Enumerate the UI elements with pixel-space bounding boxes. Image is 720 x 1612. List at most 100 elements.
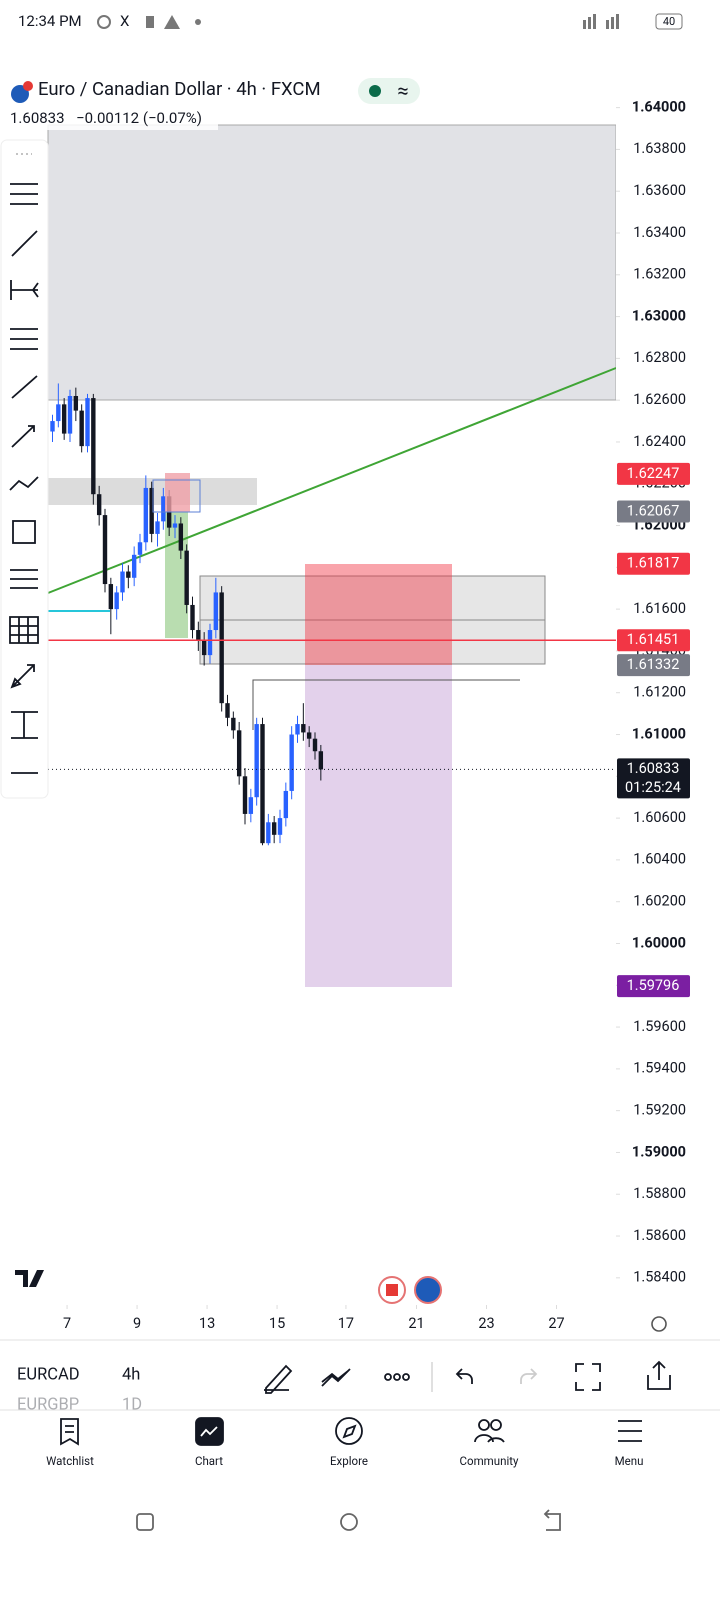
- last-price: 1.60833: [10, 109, 65, 127]
- candle-body: [73, 395, 79, 411]
- y-tick-label: 1.62600: [633, 391, 686, 408]
- candle-body: [312, 738, 318, 752]
- price-label-text: 1.60833: [627, 760, 680, 777]
- candle-body: [85, 398, 90, 447]
- price-label: [617, 500, 690, 523]
- candle-body: [61, 404, 67, 434]
- flag-ca: [386, 1284, 398, 1296]
- candle-body: [161, 496, 166, 522]
- candle-body: [301, 724, 306, 733]
- price-label-text: 1.62247: [627, 465, 680, 482]
- zone: [152, 479, 201, 513]
- y-tick-label: 1.58400: [633, 1269, 686, 1286]
- interval[interactable]: 4h: [122, 1365, 140, 1384]
- nav-label[interactable]: Explore: [330, 1454, 368, 1468]
- candle-body: [201, 640, 207, 656]
- price-label: [617, 975, 690, 998]
- y-tick-label: 1.60400: [633, 851, 686, 868]
- y-tick-label: 1.59600: [633, 1018, 686, 1035]
- y-tick-label: 1.61000: [632, 725, 686, 742]
- x-tick-label: 21: [408, 1315, 424, 1332]
- y-tick-label: 1.62400: [633, 433, 686, 450]
- status-pill[interactable]: [358, 78, 420, 104]
- price-label: [617, 462, 690, 485]
- price-label: [617, 552, 690, 575]
- candle-body: [155, 521, 160, 534]
- x-tick-label: 17: [338, 1315, 354, 1332]
- x-tick-label: 13: [199, 1315, 215, 1332]
- y-tick-label: 1.58800: [633, 1185, 686, 1202]
- clock: 12:34 PM: [18, 12, 82, 30]
- candle-body: [225, 703, 230, 718]
- zone: [165, 473, 190, 512]
- target-zone: [305, 665, 452, 987]
- nav-label[interactable]: Community: [460, 1454, 519, 1468]
- candle-body: [143, 487, 149, 543]
- y-tick-label: 1.63600: [633, 182, 686, 199]
- candle-body: [96, 494, 102, 516]
- candle-body: [248, 797, 254, 814]
- chart-title[interactable]: Euro / Canadian Dollar · 4h · FXCM: [38, 78, 321, 100]
- price-label-text: 1.61817: [627, 555, 680, 572]
- candle-body: [266, 822, 271, 844]
- status-icons: X: [97, 12, 683, 30]
- trend-line: [47, 367, 617, 594]
- y-tick-label: 1.60200: [633, 893, 686, 910]
- stop-zone: [305, 564, 452, 665]
- candle-body: [260, 724, 265, 844]
- icon: ≈: [397, 78, 408, 102]
- nav-label[interactable]: Watchlist: [46, 1454, 94, 1468]
- path-line: [252, 679, 520, 730]
- x-axis: 7 9 13 15 17 21 23 27: [63, 1305, 565, 1332]
- x-tick-label: 15: [269, 1315, 285, 1332]
- symbol[interactable]: EURGBP: [17, 1395, 79, 1414]
- y-axis: 1.64000 1.63800 1.63600 1.63400 1.63200 1.630…: [616, 98, 690, 1286]
- chart-actions[interactable]: [264, 1360, 671, 1394]
- flag-eu[interactable]: [414, 1276, 442, 1304]
- x-tick-label: 9: [133, 1315, 141, 1332]
- watchlist-strip[interactable]: EURCAD 4h EURGBP 1D: [17, 1365, 142, 1414]
- nav-label[interactable]: Menu: [615, 1454, 644, 1468]
- logo[interactable]: [15, 1270, 44, 1287]
- x-tick-label: 27: [548, 1315, 564, 1332]
- candle-body: [295, 724, 300, 735]
- nav-label[interactable]: Chart: [195, 1454, 223, 1468]
- candle-body: [207, 630, 213, 656]
- system-nav[interactable]: [136, 1509, 561, 1531]
- candle-body: [184, 550, 189, 605]
- candle-body: [67, 395, 73, 434]
- nav-icons[interactable]: [60, 1417, 642, 1446]
- y-tick-label: 1.60600: [633, 809, 686, 826]
- candle-body: [79, 410, 84, 447]
- price-label-text: 1.62067: [627, 502, 680, 519]
- x-tick-label: 23: [478, 1315, 494, 1332]
- candle-body: [120, 571, 125, 593]
- y-tick-label: 1.60000: [632, 934, 686, 951]
- price-label: [617, 654, 690, 677]
- battery: 40: [663, 15, 675, 28]
- drawing-toolbar: [0, 139, 49, 799]
- y-tick-label: 1.58600: [633, 1227, 686, 1244]
- y-tick-label: 1.63000: [632, 307, 686, 324]
- candle-body: [137, 542, 143, 555]
- y-tick-label: 1.63400: [633, 224, 686, 241]
- candle-body: [271, 822, 277, 835]
- price-label: [617, 629, 690, 652]
- y-tick-label: 1.61600: [633, 600, 686, 617]
- price-label-text: 1.59796: [627, 977, 680, 994]
- nav-bar: Watchlist Chart Explore Community Menu: [46, 1454, 643, 1468]
- symbol[interactable]: EURCAD: [17, 1365, 80, 1384]
- candle-body: [236, 730, 242, 777]
- interval[interactable]: 1D: [122, 1395, 142, 1414]
- chart-area: [47, 124, 617, 987]
- settings[interactable]: [651, 1316, 667, 1332]
- candle-body: [178, 523, 184, 551]
- candle-body: [219, 592, 224, 704]
- y-tick-label: 1.59000: [632, 1143, 686, 1160]
- y-tick-label: 1.63200: [633, 266, 686, 283]
- symbol-icon: [23, 81, 33, 91]
- tool-icons[interactable]: [9, 153, 39, 774]
- candle-body: [114, 592, 119, 610]
